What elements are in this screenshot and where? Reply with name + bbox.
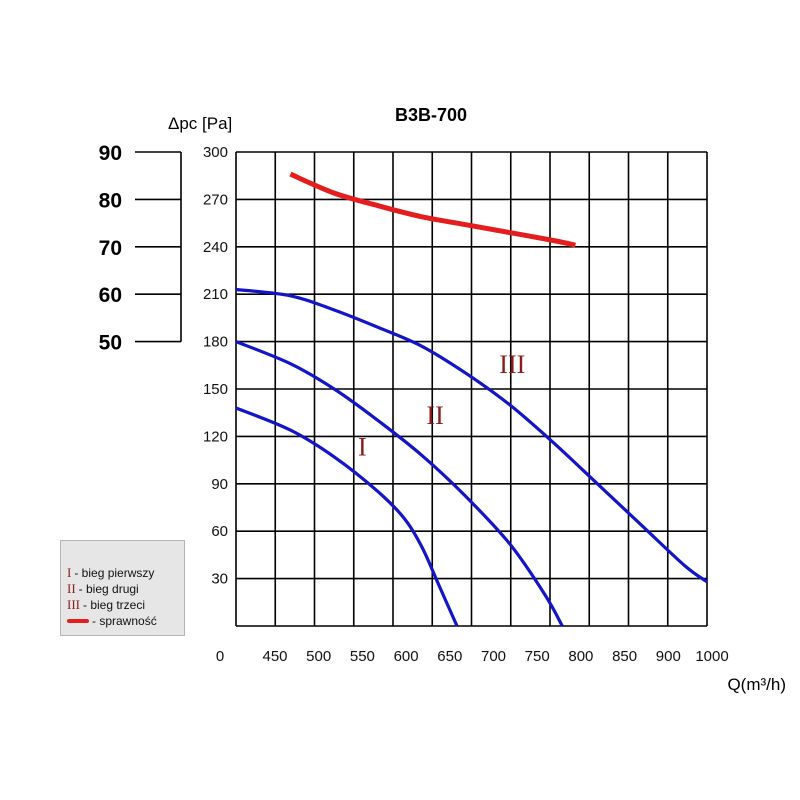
x-axis-label: Q(m³/h) [727, 675, 786, 694]
y-tick-label: 90 [211, 476, 228, 493]
legend-item-speed-2: II - bieg drugi [67, 581, 184, 597]
x-tick-label: 700 [481, 648, 506, 665]
efficiency-axis: 90 80 70 60 50 [99, 142, 182, 355]
legend-label: - bieg drugi [78, 582, 139, 596]
efficiency-tick-label: 60 [99, 284, 122, 307]
y-axis-label: Δpc [Pa] [168, 114, 232, 133]
x-tick-label: 0 [216, 648, 224, 665]
efficiency-swatch [67, 619, 89, 623]
y-tick-label: 60 [211, 523, 228, 540]
x-tick-label: 450 [262, 648, 287, 665]
legend-symbol: I [67, 565, 72, 580]
efficiency-tick-label: 70 [99, 237, 122, 260]
grid [235, 151, 708, 627]
legend-label: - bieg pierwszy [74, 566, 155, 580]
y-tick-label: 300 [203, 144, 228, 161]
speed-curve-1 [235, 406, 459, 627]
legend-item-speed-3: III - bieg trzeci [67, 597, 184, 613]
y-tick-label: 180 [203, 334, 228, 351]
x-tick-label: 500 [306, 648, 331, 665]
chart-title: B3B-700 [395, 105, 467, 125]
x-tick-label: 850 [612, 648, 637, 665]
y-tick-labels: 30 60 90 120 150 180 210 240 270 300 [203, 144, 228, 588]
speed-curve-2 [235, 340, 564, 627]
x-tick-label: 1000 [695, 648, 728, 665]
curve-label-3: III [499, 350, 525, 379]
y-tick-label: 120 [203, 428, 228, 445]
x-tick-label: 600 [394, 648, 419, 665]
y-tick-label: 210 [203, 286, 228, 303]
efficiency-tick-label: 90 [99, 142, 122, 165]
legend-symbol: II [67, 581, 76, 596]
legend-item-speed-1: I - bieg pierwszy [67, 565, 184, 581]
legend-item-efficiency: - sprawność [67, 613, 184, 629]
legend-symbol: III [67, 597, 80, 612]
y-tick-label: 270 [203, 191, 228, 208]
legend-label: - bieg trzeci [83, 598, 146, 612]
speed-curve-3 [235, 287, 708, 584]
efficiency-tick-label: 80 [99, 189, 122, 212]
curve-label-1: I [358, 432, 367, 461]
y-tick-label: 240 [203, 239, 228, 256]
y-tick-label: 150 [203, 381, 228, 398]
efficiency-curve [289, 171, 576, 248]
curve-label-2: II [426, 401, 443, 430]
x-tick-label: 650 [437, 648, 462, 665]
legend-label: - sprawność [92, 614, 157, 628]
curves [235, 171, 708, 627]
y-tick-label: 30 [211, 571, 228, 588]
efficiency-tick-label: 50 [99, 332, 122, 355]
x-tick-label: 550 [350, 648, 375, 665]
legend: I - bieg pierwszy II - bieg drugi III - … [60, 540, 185, 636]
x-tick-label: 750 [525, 648, 550, 665]
x-tick-label: 900 [656, 648, 681, 665]
x-tick-label: 800 [568, 648, 593, 665]
x-tick-labels: 0 450 500 550 600 650 700 750 800 850 900 1000 Q(m³/… [216, 648, 786, 694]
